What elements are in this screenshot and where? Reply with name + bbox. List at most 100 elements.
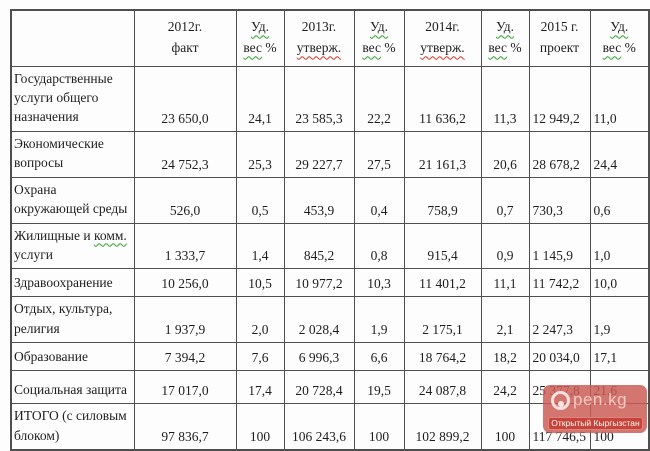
text-run: 2013г. [301, 19, 337, 35]
spellchecked-word: Уд. [251, 19, 269, 35]
value-cell: 0,6 [589, 176, 650, 224]
header-line2: вес % [238, 38, 283, 59]
row-label: Отдых, культура, религия [10, 296, 135, 344]
value-cell: 10 977,2 [283, 268, 355, 298]
value-cell: 845,2 [283, 222, 355, 270]
column-header-5: Уд. вес % [480, 9, 530, 67]
row-label: Государственные услуги общего назначения [10, 65, 135, 132]
value-cell: 11 742,2 [528, 268, 591, 298]
value-cell: 10,3 [353, 268, 405, 298]
spellchecked-word: утверж. [296, 40, 342, 56]
value-cell: 106 243,6 [283, 403, 355, 451]
watermark-logo-row: pen.kg [543, 385, 647, 410]
value-cell: 10,0 [589, 268, 650, 298]
header-line1: 2012г. [136, 17, 235, 38]
header-line1: Уд. [238, 17, 283, 38]
value-cell: 0,7 [480, 176, 530, 224]
value-cell: 11,0 [589, 65, 650, 132]
value-cell: 1,4 [235, 222, 285, 270]
header-line1: 2014г. [406, 17, 480, 38]
text-run: % [262, 40, 277, 56]
value-cell: 27,5 [353, 130, 405, 178]
table-row: Государственные услуги общего назначения… [10, 65, 650, 132]
column-header-4: 2014г. утверж. [403, 9, 482, 67]
header-line2: утверж. [406, 38, 480, 59]
value-cell: 2,0 [235, 296, 285, 344]
value-cell: 102 899,2 [403, 403, 482, 451]
header-line1: 2013г. [286, 17, 353, 38]
value-cell: 7,6 [235, 342, 285, 372]
value-cell: 11 401,2 [403, 268, 482, 298]
header-line1: Уд. [483, 17, 528, 38]
value-cell: 25,3 [235, 130, 285, 178]
table-row: Отдых, культура, религия 1 937,9 2,0 2 028,… [10, 296, 650, 344]
column-header-3: Уд. вес % [353, 9, 405, 67]
budget-table: 2012г. факт Уд. вес % 2013г. утверж. Уд. вес % 2… [10, 9, 650, 451]
spellchecked-word: Уд. [496, 19, 514, 35]
header-line1: Уд. [592, 17, 648, 38]
text-run: Здравоохранение [14, 275, 113, 290]
value-cell: 526,0 [133, 176, 237, 224]
value-cell: 11,1 [480, 268, 530, 298]
header-row: 2012г. факт Уд. вес % 2013г. утверж. Уд. вес % 2… [10, 9, 650, 67]
header-line2: вес % [483, 38, 528, 59]
column-header-1: Уд. вес % [235, 9, 285, 67]
value-cell: 1,9 [353, 296, 405, 344]
value-cell: 6 996,3 [283, 342, 355, 372]
row-label: Охрана окружающей среды [10, 176, 135, 224]
value-cell: 22,2 [353, 65, 405, 132]
text-run: % [507, 40, 522, 56]
text-run: Образование [14, 348, 88, 364]
value-cell: 10,5 [235, 268, 285, 298]
value-cell: 0,4 [353, 176, 405, 224]
text-run: 2015 г. [540, 19, 579, 35]
spellchecked-word: вес [602, 40, 622, 56]
value-cell: 17,4 [235, 370, 285, 405]
value-cell: 1 937,9 [133, 296, 237, 344]
corner-cell [10, 9, 135, 67]
value-cell: 29 227,7 [283, 130, 355, 178]
watermark-badge: Открытый Кыргызстан [548, 417, 643, 430]
value-cell: 0,5 [235, 176, 285, 224]
value-cell: 21 161,3 [403, 130, 482, 178]
value-cell: 11,3 [480, 65, 530, 132]
value-cell: 2 247,3 [528, 296, 591, 344]
header-line1: 2015 г. [531, 17, 589, 38]
text-run: Экономические вопросы [14, 135, 104, 171]
row-label: Жилищные и комм. услуги [10, 222, 135, 270]
header-line2: вес % [592, 38, 648, 59]
text-run: услуги [14, 247, 53, 262]
value-cell: 100 [235, 403, 285, 451]
header-line2: вес % [356, 38, 403, 59]
value-cell: 1 145,9 [528, 222, 591, 270]
value-cell: 12 949,2 [528, 65, 591, 132]
table-row: Здравоохранение 10 256,0 10,5 10 977,2 10,3 1… [10, 268, 650, 298]
table-row: Образование 7 394,2 7,6 6 996,3 6,6 18 764,2 1… [10, 342, 650, 372]
spellchecked-word: Уд. [370, 19, 388, 35]
value-cell: 2,1 [480, 296, 530, 344]
text-run: Охрана окружающей среды [14, 181, 128, 217]
header-line2: факт [136, 38, 235, 59]
watermark-brand-text: pen.kg [573, 390, 628, 409]
value-cell: 20 728,4 [283, 370, 355, 405]
spellchecked-word: Уд. [610, 19, 629, 35]
text-run: % [381, 40, 396, 56]
column-header-7: Уд. вес % [589, 9, 650, 67]
value-cell: 24,4 [589, 130, 650, 178]
spellchecked-word: комм. [93, 227, 127, 243]
text-run: Отдых, культура, религия [14, 301, 113, 336]
value-cell: 28 678,2 [528, 130, 591, 178]
value-cell: 2 028,4 [283, 296, 355, 344]
value-cell: 1,0 [589, 222, 650, 270]
value-cell: 730,3 [528, 176, 591, 224]
value-cell: 6,6 [353, 342, 405, 372]
value-cell: 11 636,2 [403, 65, 482, 132]
row-label: Социальная защита [10, 370, 135, 405]
value-cell: 453,9 [283, 176, 355, 224]
openkg-watermark: pen.kg Открытый Кыргызстан [543, 385, 647, 433]
value-cell: 20 034,0 [528, 342, 591, 372]
value-cell: 10 256,0 [133, 268, 237, 298]
table-row: Жилищные и комм. услуги 1 333,7 1,4 845,2 0,… [10, 222, 650, 270]
value-cell: 23 650,0 [133, 65, 237, 132]
value-cell: 23 585,3 [283, 65, 355, 132]
